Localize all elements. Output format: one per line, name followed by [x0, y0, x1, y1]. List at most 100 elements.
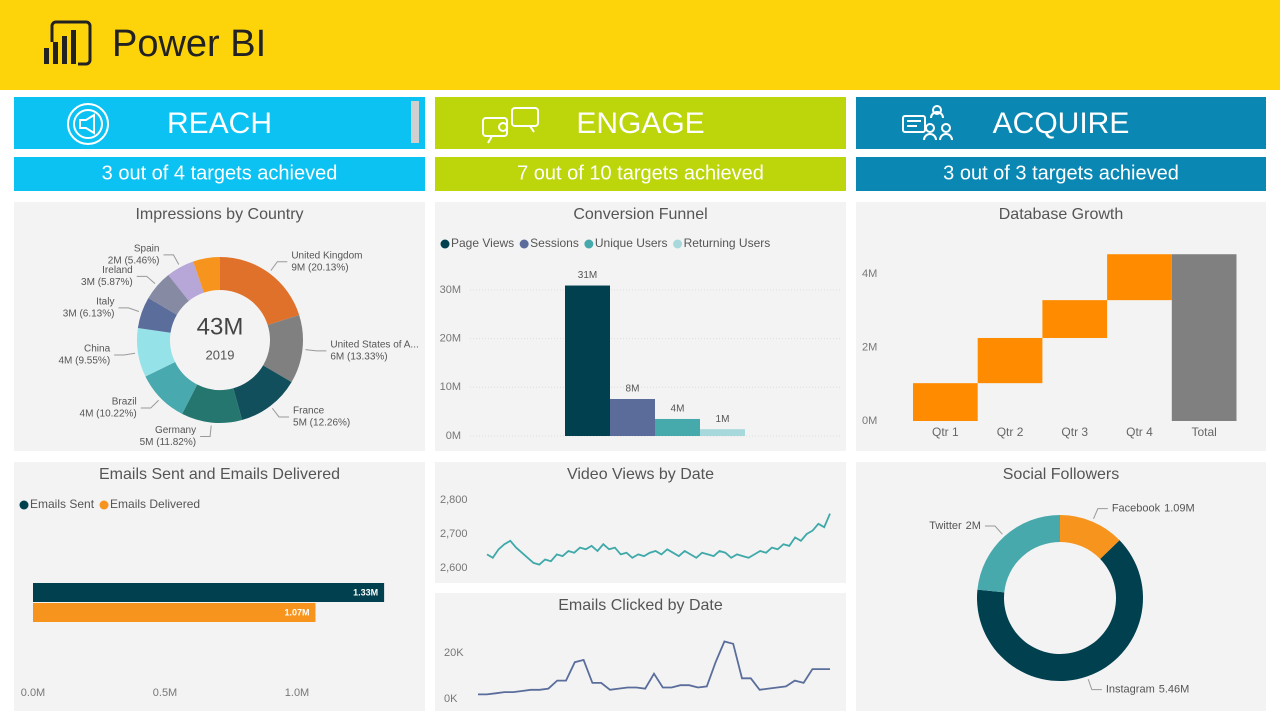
scrollbar	[411, 101, 419, 143]
y-tick-label: 2,700	[440, 528, 468, 540]
donut-slice	[137, 327, 176, 377]
y-tick-label: 2M	[862, 341, 877, 353]
bar	[913, 383, 978, 421]
bar	[977, 337, 1043, 384]
bar-value-label: 1M	[716, 414, 730, 425]
x-tick-label: 0.5M	[153, 687, 177, 699]
section-subtitle: 3 out of 4 targets achieved	[102, 162, 338, 184]
x-tick-label: Qtr 1	[932, 425, 959, 439]
leader-line	[136, 275, 156, 285]
section-subtitle: 3 out of 3 targets achieved	[943, 162, 1179, 184]
slice-value-label: 6M (13.33%)	[330, 352, 387, 363]
power-bi-logo	[44, 20, 92, 66]
bar-value-label: 1.07M	[284, 607, 309, 617]
sections: REACH 3 out of 4 targets achieved ENGAGE 7 …	[14, 97, 1266, 191]
donut-slice	[193, 257, 220, 293]
y-tick-label: 20M	[440, 333, 461, 345]
panel	[435, 462, 846, 583]
slice-category: Twitter	[929, 520, 962, 532]
leader-line	[118, 307, 140, 312]
reach-icon	[67, 103, 109, 145]
chart-title: Video Views by Date	[567, 466, 714, 483]
slice-value-label: 2M (5.46%)	[108, 256, 160, 267]
section-subtitle: 7 out of 10 targets achieved	[517, 162, 764, 184]
leader-line	[270, 261, 288, 271]
chart-title: Emails Sent and Emails Delivered	[99, 466, 340, 483]
y-tick-label: 0M	[446, 430, 461, 442]
center-sublabel: 2019	[206, 347, 235, 362]
line	[478, 640, 830, 696]
bar	[610, 398, 655, 436]
section-subheader	[14, 157, 425, 191]
leader-line	[140, 399, 159, 409]
engage-icon	[482, 107, 539, 144]
leader-line	[1087, 679, 1102, 691]
slice-value-label: 1.09M	[1164, 503, 1195, 515]
x-tick-label: Qtr 4	[1126, 425, 1153, 439]
leader-line	[200, 425, 212, 437]
total-bar	[1171, 254, 1237, 421]
legend-label: Page Views	[451, 236, 514, 250]
x-tick-label: Qtr 3	[1061, 425, 1088, 439]
chart-title: Impressions by Country	[135, 206, 303, 223]
leader-line	[163, 254, 180, 265]
slice-category: Brazil	[112, 397, 137, 408]
legend-marker	[19, 500, 29, 510]
donut-slice	[263, 314, 303, 383]
slice-label: Instagram 5.46M	[1106, 684, 1190, 696]
bar	[1042, 300, 1108, 338]
slice-category: United States of A...	[330, 340, 418, 351]
legend-label: Emails Delivered	[110, 497, 200, 511]
y-tick-label: 30M	[440, 284, 461, 296]
section-title: REACH	[167, 107, 272, 140]
section-subheader	[856, 157, 1266, 191]
bar	[655, 418, 700, 436]
donut-slice	[976, 540, 1143, 681]
slice-value-label: 4M (9.55%)	[58, 356, 110, 367]
legend-label: Emails Sent	[30, 497, 95, 511]
bar	[1107, 254, 1172, 301]
slice-category: France	[293, 406, 325, 417]
slice-category: China	[84, 344, 111, 355]
donut-slice	[168, 261, 204, 301]
legend-marker	[99, 500, 109, 510]
bar-value-label: 4M	[671, 404, 685, 415]
x-tick-label: 1.0M	[285, 687, 309, 699]
slice-value-label: 3M (5.87%)	[81, 277, 133, 288]
legend-marker	[584, 239, 594, 249]
legend-label: Sessions	[530, 236, 579, 250]
donut-slice	[220, 257, 300, 325]
donut-slice	[137, 298, 177, 333]
chart-title: Emails Clicked by Date	[558, 597, 723, 614]
acquire-icon	[902, 105, 953, 141]
donut-slice	[182, 384, 243, 423]
bar-value-label: 1.33M	[353, 587, 378, 597]
bar	[565, 285, 610, 436]
line	[486, 513, 831, 566]
leader-line	[305, 349, 327, 352]
slice-value-label: 3M (6.13%)	[63, 309, 115, 320]
bar-value-label: 31M	[578, 270, 597, 281]
chart-title: Database Growth	[999, 206, 1124, 223]
chart-title: Conversion Funnel	[573, 206, 707, 223]
x-tick-label: Total	[1191, 425, 1216, 439]
header-title: Power BI	[112, 23, 266, 65]
donut-slice	[145, 361, 198, 414]
slice-category: Spain	[134, 244, 160, 255]
donut-slice	[1060, 515, 1120, 560]
center-label: 43M	[197, 313, 244, 340]
slice-value-label: 2M	[966, 520, 981, 532]
legend-marker	[440, 239, 450, 249]
header-bar	[0, 0, 1280, 90]
y-tick-label: 0M	[862, 415, 877, 427]
y-tick-label: 2,800	[440, 494, 468, 506]
section-title: ENGAGE	[576, 107, 704, 140]
slice-value-label: 9M (20.13%)	[291, 262, 348, 273]
bar	[33, 603, 316, 622]
slice-value-label: 5.46M	[1159, 684, 1190, 696]
slice-label: Facebook 1.09M	[1112, 503, 1195, 515]
y-tick-label: 0K	[444, 693, 458, 705]
y-tick-label: 4M	[862, 268, 877, 280]
